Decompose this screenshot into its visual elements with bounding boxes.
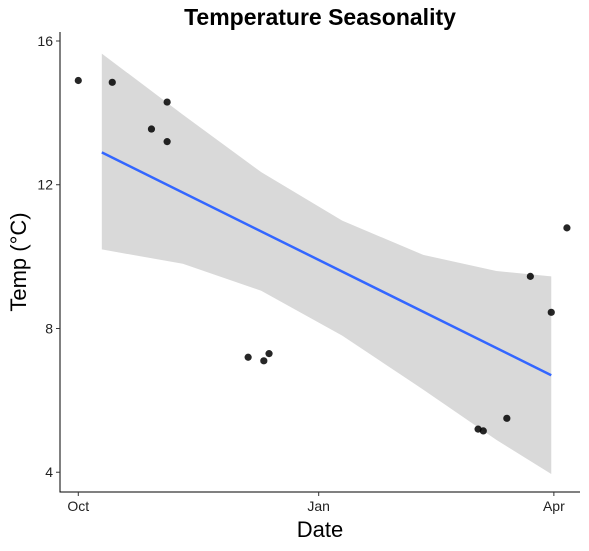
data-points-layer [74,76,571,435]
y-axis-label: Temp (°C) [6,212,31,311]
y-tick-label: 4 [45,464,53,480]
data-point [265,350,273,358]
y-tick-label: 8 [45,320,53,336]
data-point [244,353,252,361]
y-tick-label: 16 [37,33,53,49]
axes-layer: 4 8 12 16 Oct Jan Apr [37,32,580,514]
data-point [260,357,268,365]
data-point [108,78,116,86]
data-point [479,427,487,435]
data-point [147,125,156,133]
x-tick-label: Apr [543,498,565,514]
x-tick-label: Jan [307,498,330,514]
data-point [503,414,511,422]
data-point [526,272,534,280]
fit-line-layer [101,151,552,377]
data-point [163,138,171,146]
data-point [547,308,555,316]
x-axis-label: Date [297,517,343,542]
data-point [74,76,82,85]
chart-title: Temperature Seasonality [184,4,456,30]
y-tick-label: 12 [37,177,53,193]
data-point [163,98,171,106]
data-point [563,224,571,232]
x-tick-label: Oct [67,498,89,514]
fit-line [101,151,552,377]
